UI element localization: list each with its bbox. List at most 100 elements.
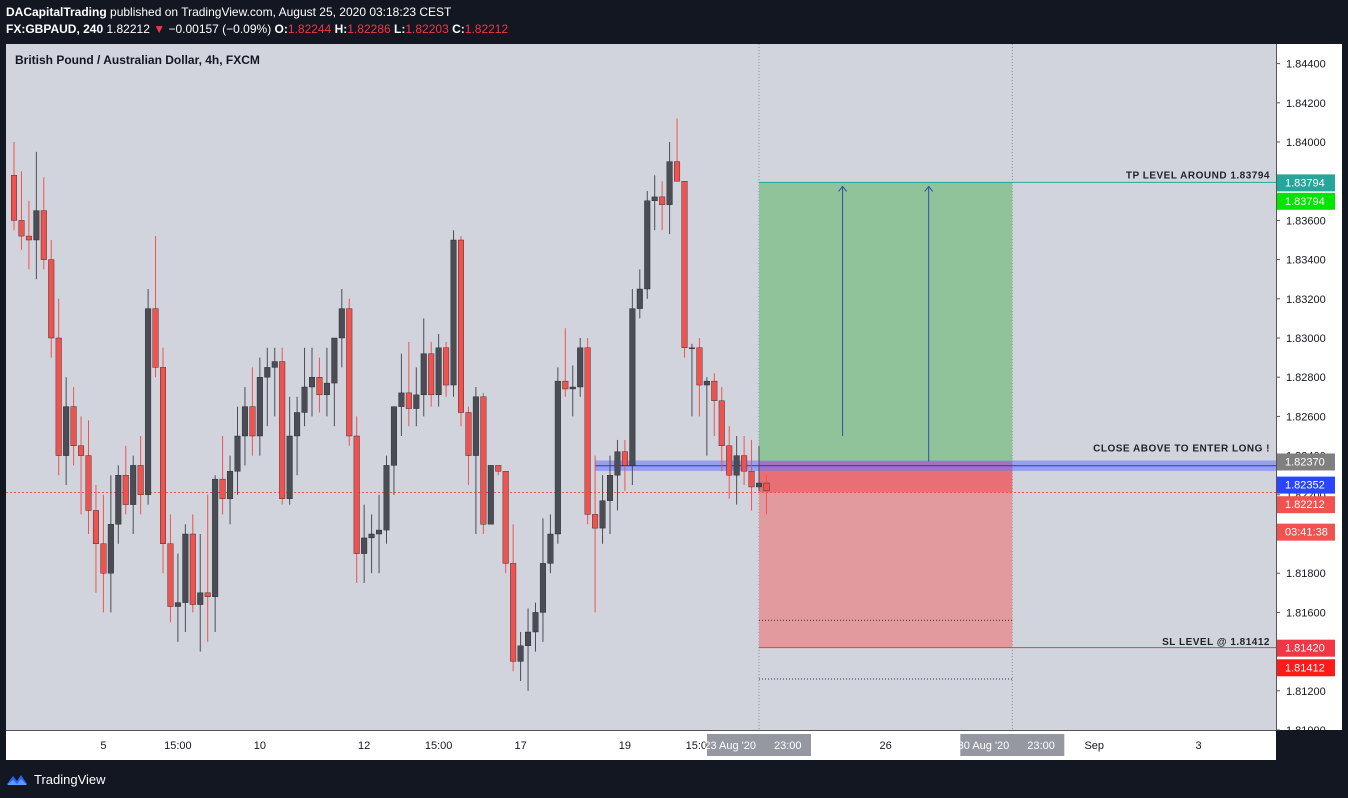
candle-body[interactable] [92, 510, 99, 545]
candle-body[interactable] [554, 380, 561, 535]
candle-body[interactable] [264, 367, 271, 378]
candle-body[interactable] [249, 406, 256, 437]
candle-body[interactable] [703, 380, 710, 386]
candle-body[interactable] [338, 308, 345, 339]
candle-body[interactable] [502, 471, 509, 564]
candle-body[interactable] [711, 380, 718, 401]
candle-body[interactable] [666, 161, 673, 205]
candle-body[interactable] [674, 161, 681, 182]
candle-body[interactable] [577, 347, 584, 388]
candle-body[interactable] [659, 196, 666, 205]
candle-body[interactable] [309, 377, 316, 388]
candle-body[interactable] [55, 337, 62, 456]
candle-body[interactable] [286, 435, 293, 499]
candle-body[interactable] [279, 361, 286, 499]
candle-body[interactable] [234, 435, 241, 472]
candle-body[interactable] [331, 337, 338, 384]
candle-body[interactable] [294, 412, 301, 437]
tradingview-brand[interactable]: TradingView [34, 772, 106, 787]
candle-body[interactable] [584, 347, 591, 515]
loss-zone[interactable] [759, 492, 1013, 648]
candle-body[interactable] [130, 465, 137, 505]
candle-body[interactable] [569, 386, 576, 390]
candle-body[interactable] [122, 475, 129, 505]
publisher-name[interactable]: DACapitalTrading [6, 5, 107, 19]
candle-body[interactable] [197, 592, 204, 605]
candle-body[interactable] [10, 175, 17, 221]
candle-body[interactable] [145, 308, 152, 496]
candle-body[interactable] [368, 533, 375, 539]
candle-body[interactable] [182, 533, 189, 603]
candle-body[interactable] [532, 612, 539, 633]
candle-body[interactable] [741, 455, 748, 472]
candle-body[interactable] [219, 478, 226, 499]
price-axis[interactable] [1277, 44, 1342, 730]
candle-body[interactable] [465, 412, 472, 456]
candle-body[interactable] [428, 353, 435, 396]
candle-body[interactable] [539, 563, 546, 613]
candle-body[interactable] [323, 382, 330, 396]
candle-body[interactable] [48, 259, 55, 339]
candle-body[interactable] [85, 455, 92, 511]
candle-body[interactable] [398, 392, 405, 407]
candle-body[interactable] [174, 602, 181, 607]
candlestick-chart[interactable]: British Pound / Australian Dollar, 4h, F… [6, 44, 1342, 760]
candle-body[interactable] [100, 543, 107, 574]
candle-body[interactable] [450, 239, 457, 386]
candle-body[interactable] [614, 451, 621, 476]
candle-body[interactable] [495, 465, 502, 472]
candle-body[interactable] [607, 475, 614, 501]
candle-body[interactable] [688, 347, 695, 349]
candle-body[interactable] [562, 380, 569, 390]
candle-body[interactable] [137, 465, 144, 495]
candle-body[interactable] [40, 210, 47, 260]
candle-body[interactable] [33, 210, 40, 241]
candle-body[interactable] [346, 308, 353, 437]
candle-body[interactable] [271, 361, 278, 368]
candle-body[interactable] [383, 465, 390, 531]
candle-body[interactable] [405, 392, 412, 409]
candle-body[interactable] [472, 396, 479, 456]
candle-body[interactable] [443, 347, 450, 386]
candle-body[interactable] [353, 435, 360, 554]
candle-body[interactable] [681, 180, 688, 349]
candle-body[interactable] [376, 529, 383, 535]
candle-body[interactable] [25, 235, 32, 241]
candle-body[interactable] [599, 500, 606, 529]
candle-body[interactable] [458, 239, 465, 413]
candle-body[interactable] [18, 220, 25, 237]
candle-body[interactable] [547, 533, 554, 564]
candle-body[interactable] [204, 592, 211, 597]
candle-body[interactable] [212, 478, 219, 597]
candle-body[interactable] [629, 308, 636, 466]
candle-body[interactable] [420, 353, 427, 396]
candle-body[interactable] [726, 445, 733, 476]
candle-body[interactable] [517, 645, 524, 662]
candle-body[interactable] [651, 196, 658, 202]
candle-body[interactable] [525, 631, 532, 646]
candle-body[interactable] [159, 367, 166, 544]
candle-body[interactable] [63, 406, 70, 456]
chart-area[interactable]: British Pound / Australian Dollar, 4h, F… [6, 44, 1342, 760]
candle-body[interactable] [256, 377, 263, 437]
candle-body[interactable] [733, 455, 740, 476]
candle-body[interactable] [241, 406, 248, 437]
profit-zone[interactable] [759, 182, 1013, 462]
candle-body[interactable] [152, 308, 159, 368]
candle-body[interactable] [644, 200, 651, 290]
time-axis[interactable] [6, 731, 1276, 760]
candle-body[interactable] [718, 400, 725, 446]
candle-body[interactable] [756, 482, 763, 488]
candle-body[interactable] [390, 406, 397, 466]
candle-body[interactable] [301, 386, 308, 413]
candle-body[interactable] [167, 543, 174, 607]
candle-body[interactable] [510, 563, 517, 662]
candle-body[interactable] [78, 445, 85, 456]
candle-body[interactable] [763, 482, 770, 492]
candle-body[interactable] [748, 471, 755, 488]
symbol-name[interactable]: FX:GBPAUD, 240 [6, 22, 104, 36]
candle-body[interactable] [227, 471, 234, 499]
candle-body[interactable] [592, 514, 599, 529]
candle-body[interactable] [621, 451, 628, 466]
candle-body[interactable] [107, 524, 114, 574]
